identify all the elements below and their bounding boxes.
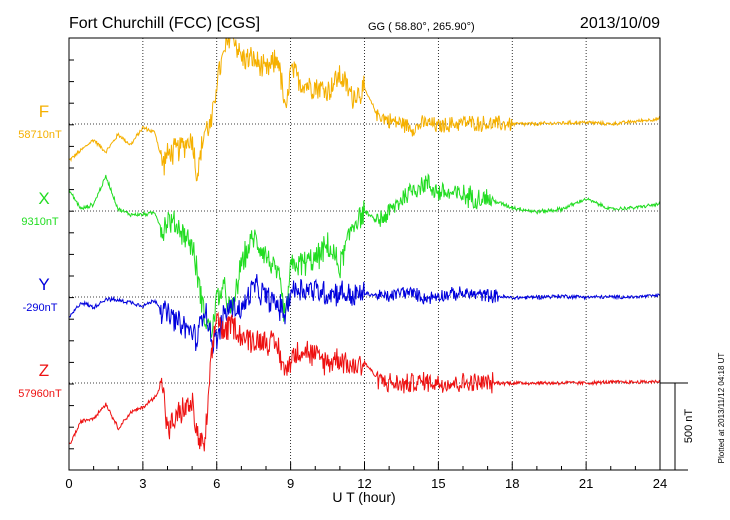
series-name-f: F <box>39 102 49 121</box>
series-baseline-f: 58710nT <box>18 129 62 141</box>
x-axis-ticks: 0 3 6 9 12 15 18 21 24 <box>65 59 667 491</box>
trace-y <box>68 274 661 354</box>
x-tick-label: 9 <box>287 476 294 491</box>
x-tick-label: 3 <box>139 476 146 491</box>
x-tick-label: 0 <box>65 476 72 491</box>
series-group <box>68 37 661 452</box>
scale-bar: 500 nT <box>660 382 695 471</box>
x-tick-label: 6 <box>213 476 220 491</box>
series-name-y: Y <box>38 275 49 294</box>
series-baseline-x: 9310nT <box>21 216 59 228</box>
x-tick-label: 12 <box>357 476 371 491</box>
x-tick-label: 15 <box>431 476 445 491</box>
chart-title: Fort Churchill (FCC) [CGS] <box>69 15 260 32</box>
station-coordinates: GG ( 58.80°, 265.90°) <box>368 21 475 33</box>
x-tick-label: 24 <box>653 476 667 491</box>
plotted-at-footer: Plotted at 2013/11/12 04:18 UT <box>717 353 726 464</box>
series-baseline-y: -290nT <box>23 302 58 314</box>
series-name-x: X <box>38 189 49 208</box>
series-name-z: Z <box>39 361 49 380</box>
trace-x <box>68 172 661 338</box>
trace-f <box>68 37 661 182</box>
series-baseline-z: 57960nT <box>18 388 62 400</box>
scale-bar-label: 500 nT <box>683 409 695 444</box>
trace-z <box>68 311 661 452</box>
series-labels: F 58710nT X 9310nT Y -290nT Z 57960nT <box>18 102 62 400</box>
chart-date: 2013/10/09 <box>580 15 660 32</box>
x-tick-label: 21 <box>579 476 593 491</box>
x-tick-label: 18 <box>505 476 519 491</box>
x-axis-label: U T (hour) <box>332 489 395 505</box>
